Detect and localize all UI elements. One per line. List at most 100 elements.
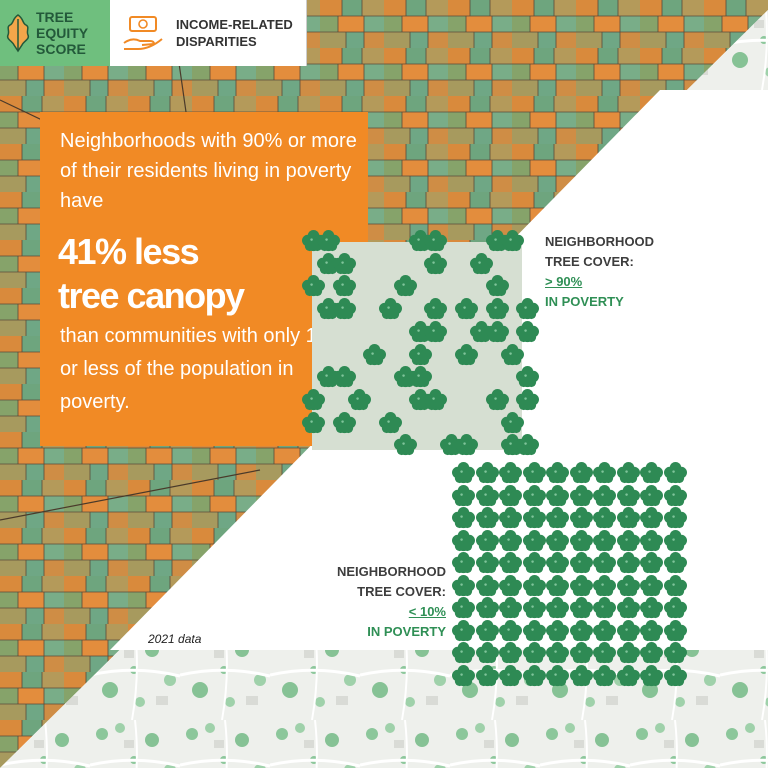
tree-icon <box>409 388 433 410</box>
tree-icon <box>640 574 663 596</box>
tree-icon <box>616 507 640 529</box>
tree-icon <box>593 462 616 484</box>
tree-icon <box>332 366 356 388</box>
topic-line-2: DISPARITIES <box>176 34 257 49</box>
tree-icon <box>593 529 616 551</box>
tree-icon <box>500 343 524 365</box>
oak-leaf-icon <box>6 14 30 53</box>
topic-line-1: INCOME-RELATED <box>176 17 293 32</box>
tree-icon <box>516 298 540 320</box>
tree-icon <box>485 298 509 320</box>
tree-icon <box>409 366 433 388</box>
tree-icon <box>424 320 448 342</box>
tree-icon <box>593 507 616 529</box>
tree-icon <box>452 462 475 484</box>
tree-icon <box>546 529 569 551</box>
low-label-line-4: IN POVERTY <box>367 624 446 639</box>
tree-icon <box>640 529 663 551</box>
stat-headline-line-1: 41% less <box>58 231 200 272</box>
tree-icon <box>616 484 640 506</box>
tree-icon <box>452 597 475 619</box>
tree-icon <box>616 574 640 596</box>
tree-icon <box>522 642 546 664</box>
tree-icon <box>663 664 687 686</box>
tree-icon <box>317 298 341 320</box>
low-label-line-2: TREE COVER: <box>357 584 446 599</box>
tree-icon <box>569 529 593 551</box>
tree-icon <box>593 619 616 641</box>
tree-icon <box>302 275 325 297</box>
header: TREE EQUITY SCORE INCOME-RELATED DISPARI… <box>0 0 307 66</box>
tree-icon <box>452 574 475 596</box>
tree-icon <box>499 597 522 619</box>
tree-icon <box>516 320 540 342</box>
tree-icon <box>317 230 341 252</box>
tree-icon <box>640 507 663 529</box>
tree-icon <box>546 574 569 596</box>
tree-icon <box>485 388 509 410</box>
tree-icon <box>499 664 522 686</box>
data-year-note: 2021 data <box>148 632 202 646</box>
tree-icon <box>616 597 640 619</box>
tree-icon <box>499 507 522 529</box>
tree-icon <box>499 462 522 484</box>
tree-icon <box>593 484 616 506</box>
tree-icon <box>593 664 616 686</box>
tree-icon <box>522 664 546 686</box>
tree-icon <box>616 664 640 686</box>
stat-headline: 41% less tree canopy <box>58 230 245 318</box>
tree-icon <box>475 574 499 596</box>
tree-icon <box>640 462 663 484</box>
tree-icon <box>546 462 569 484</box>
high-poverty-tree-grid <box>298 230 540 462</box>
tree-icon <box>363 343 387 365</box>
tree-icon <box>393 434 417 456</box>
tree-icon <box>499 529 522 551</box>
tree-icon <box>546 597 569 619</box>
tree-icon <box>663 619 687 641</box>
tree-icon <box>663 574 687 596</box>
tree-icon <box>546 664 569 686</box>
logo-text: TREE EQUITY SCORE <box>36 9 88 57</box>
tree-icon <box>616 529 640 551</box>
tree-icon <box>317 252 341 274</box>
tree-icon <box>499 574 522 596</box>
logo-line-3: SCORE <box>36 41 86 57</box>
tree-icon <box>499 642 522 664</box>
tree-icon <box>640 597 663 619</box>
high-label-line-1: NEIGHBORHOOD <box>545 234 655 249</box>
tree-icon <box>569 574 593 596</box>
tree-icon <box>475 664 499 686</box>
tree-icon <box>409 230 433 252</box>
tree-icon <box>470 252 494 274</box>
low-poverty-tree-grid <box>452 462 692 688</box>
tree-icon <box>522 507 546 529</box>
tree-icon <box>500 411 524 433</box>
tree-icon <box>522 462 546 484</box>
tree-icon <box>378 411 402 433</box>
high-label-line-4: IN POVERTY <box>545 294 624 309</box>
tree-icon <box>593 552 616 574</box>
tree-icon <box>569 462 593 484</box>
tree-icon <box>640 552 663 574</box>
tree-icon <box>569 484 593 506</box>
tree-icon <box>500 230 524 252</box>
tree-icon <box>616 462 640 484</box>
tree-icon <box>332 411 356 433</box>
tree-icon <box>475 642 499 664</box>
tree-icon <box>546 552 569 574</box>
money-hand-icon <box>123 16 163 50</box>
low-poverty-label: NEIGHBORHOOD TREE COVER: < 10% IN POVERT… <box>300 562 446 642</box>
tree-icon <box>616 619 640 641</box>
tree-icon <box>452 552 475 574</box>
tree-icon <box>332 275 356 297</box>
tree-icon <box>663 552 687 574</box>
tree-icon <box>663 642 687 664</box>
tree-icon <box>475 507 499 529</box>
topic-tag: INCOME-RELATED DISPARITIES <box>110 0 307 66</box>
tree-icon <box>663 462 687 484</box>
tree-icon <box>452 619 475 641</box>
tree-icon <box>546 507 569 529</box>
tree-icon <box>424 230 448 252</box>
tree-icon <box>455 434 478 456</box>
